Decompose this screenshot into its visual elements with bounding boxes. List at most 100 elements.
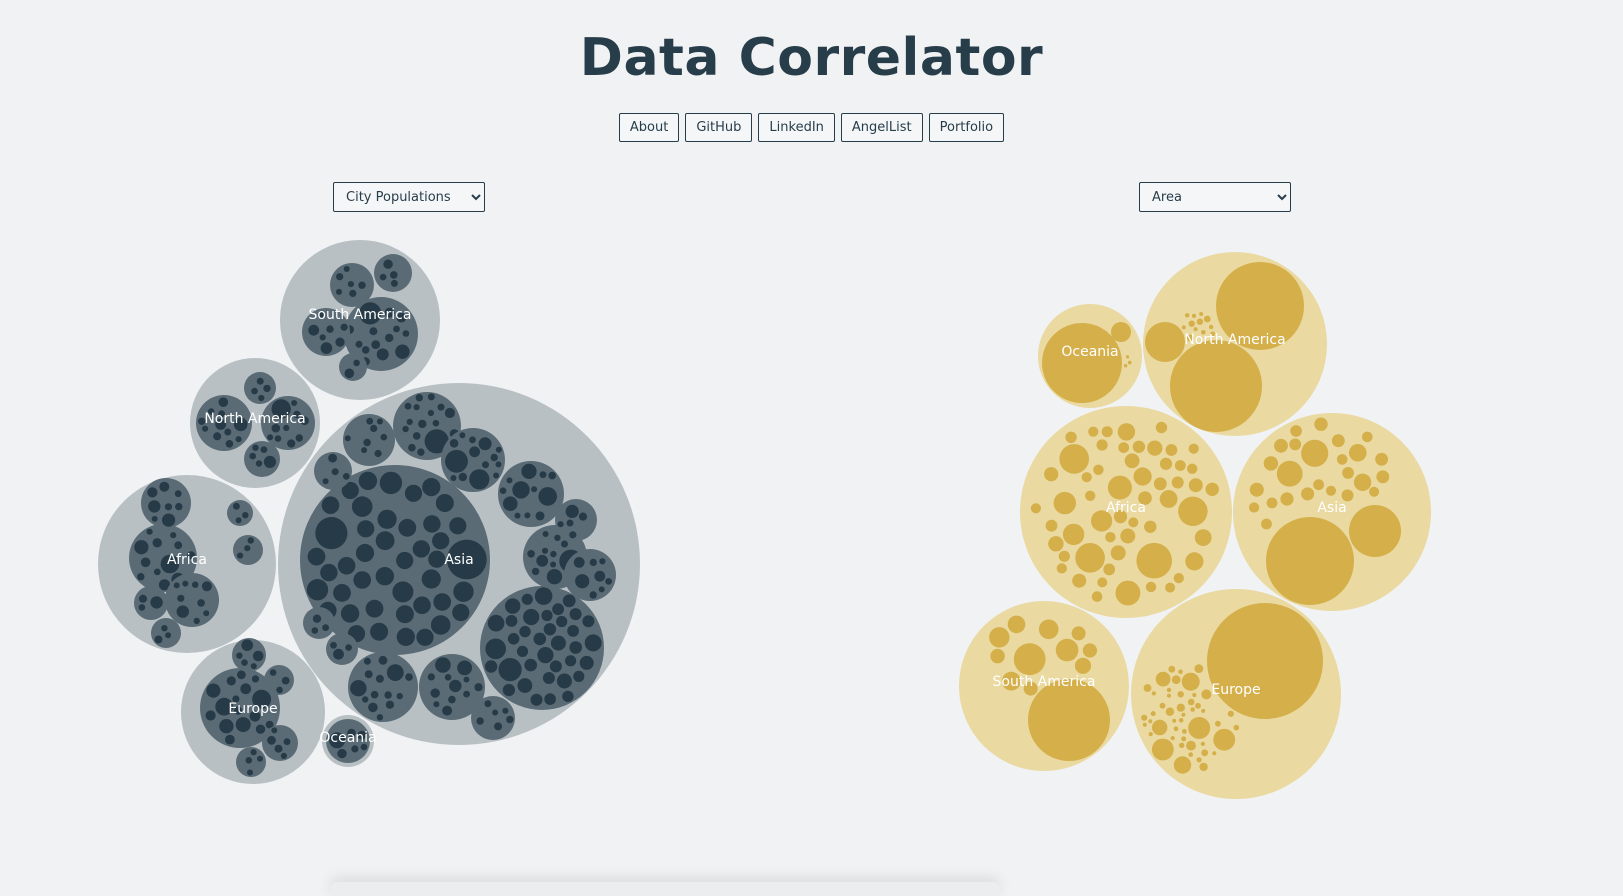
pop-city-bubble bbox=[375, 567, 394, 586]
pop-city-bubble bbox=[340, 604, 360, 623]
pop-city-bubble bbox=[565, 655, 577, 667]
nav-bar: About GitHub LinkedIn AngelList Portfoli… bbox=[0, 113, 1623, 142]
pop-city-bubble bbox=[281, 676, 290, 685]
area-group-europe[interactable] bbox=[1131, 589, 1341, 799]
area-country-bubble bbox=[1132, 440, 1146, 453]
pop-city-bubble bbox=[336, 288, 342, 295]
pop-cluster-north-america bbox=[244, 441, 280, 477]
left-bubble-chart: Asia Africa Europe North America South Ameri… bbox=[98, 240, 640, 784]
area-country-bubble bbox=[1188, 443, 1199, 454]
pop-city-bubble bbox=[524, 658, 537, 672]
pop-city-bubble bbox=[251, 387, 258, 395]
area-country-bubble bbox=[1167, 693, 1171, 698]
pop-city-bubble bbox=[435, 657, 451, 673]
area-country-bubble bbox=[1362, 431, 1373, 443]
pop-cluster-asia bbox=[471, 696, 515, 740]
pop-city-bubble bbox=[584, 634, 602, 652]
pop-group-oceania[interactable] bbox=[322, 715, 374, 767]
area-country-bubble bbox=[1150, 711, 1156, 717]
pop-group-south-america[interactable] bbox=[280, 240, 440, 400]
about-button[interactable]: About bbox=[618, 113, 680, 142]
area-group-asia[interactable] bbox=[1233, 413, 1431, 611]
pop-city-bubble bbox=[320, 563, 338, 582]
pop-bubble-north-america[interactable] bbox=[190, 358, 320, 488]
area-country-bubble bbox=[1341, 489, 1354, 502]
area-group-north-america[interactable] bbox=[1143, 252, 1327, 436]
pop-group-europe[interactable] bbox=[181, 638, 325, 784]
area-country-bubble bbox=[1093, 464, 1104, 475]
pop-label-south-america: South America bbox=[309, 307, 412, 323]
linkedin-button[interactable]: LinkedIn bbox=[758, 113, 835, 142]
pop-city-bubble bbox=[575, 574, 590, 589]
pop-city-bubble bbox=[502, 707, 509, 714]
pop-city-bubble bbox=[384, 691, 392, 699]
area-country-bubble bbox=[1213, 728, 1236, 751]
github-button[interactable]: GitHub bbox=[685, 113, 753, 142]
area-country-bubble bbox=[1045, 519, 1058, 532]
pop-city-bubble bbox=[150, 596, 163, 609]
pop-city-bubble bbox=[530, 693, 543, 706]
pop-city-bubble bbox=[413, 596, 431, 615]
area-country-bubble bbox=[1159, 490, 1178, 508]
pop-city-bubble bbox=[519, 625, 531, 638]
area-country-bubble bbox=[1177, 691, 1184, 698]
area-country-bubble bbox=[1331, 434, 1345, 448]
right-dataset-select[interactable]: Area bbox=[1139, 182, 1291, 212]
portfolio-button[interactable]: Portfolio bbox=[928, 113, 1005, 142]
pop-city-bubble bbox=[376, 714, 384, 721]
area-country-bubble bbox=[1071, 626, 1086, 641]
pop-city-bubble bbox=[187, 551, 196, 560]
pop-city-bubble bbox=[205, 710, 216, 721]
area-country-bubble bbox=[1187, 698, 1195, 706]
area-country-bubble bbox=[1172, 718, 1177, 723]
area-country-bubble bbox=[1173, 573, 1184, 584]
pop-city-bubble bbox=[343, 266, 350, 272]
pop-city-bubble bbox=[402, 330, 410, 337]
pop-city-bubble bbox=[151, 515, 158, 522]
area-country-bubble bbox=[1276, 460, 1303, 487]
pop-city-bubble bbox=[170, 532, 177, 539]
area-country-bubble bbox=[1062, 523, 1085, 546]
pop-group-africa[interactable] bbox=[98, 475, 276, 653]
pop-group-asia[interactable] bbox=[278, 383, 640, 745]
pop-city-bubble bbox=[330, 641, 337, 649]
pop-city-bubble bbox=[549, 660, 562, 673]
area-group-oceania[interactable] bbox=[1038, 304, 1142, 408]
pop-city-bubble bbox=[605, 578, 612, 585]
pop-city-bubble bbox=[550, 635, 566, 651]
pop-city-bubble bbox=[335, 337, 345, 347]
area-country-bubble bbox=[1151, 691, 1156, 696]
area-country-bubble bbox=[1173, 756, 1192, 774]
pop-city-bubble bbox=[521, 463, 537, 479]
area-country-bubble bbox=[1044, 467, 1059, 482]
pop-city-bubble bbox=[423, 515, 441, 533]
pop-city-bubble bbox=[385, 333, 394, 343]
area-country-bubble bbox=[1185, 313, 1190, 318]
pop-city-bubble bbox=[252, 444, 259, 451]
pop-city-bubble bbox=[445, 449, 468, 473]
pop-city-bubble bbox=[232, 695, 240, 703]
area-country-bubble bbox=[1290, 425, 1302, 437]
pop-city-bubble bbox=[340, 323, 348, 331]
area-country-bubble bbox=[1216, 262, 1304, 350]
area-country-bubble bbox=[1166, 687, 1172, 693]
area-group-south-america[interactable] bbox=[959, 601, 1129, 771]
area-country-bubble bbox=[1165, 582, 1176, 593]
area-country-bubble bbox=[1001, 671, 1021, 691]
area-country-bubble bbox=[1123, 364, 1128, 368]
pop-city-bubble bbox=[153, 568, 161, 576]
pop-city-bubble bbox=[375, 674, 384, 683]
area-group-africa[interactable] bbox=[1020, 406, 1232, 618]
pop-group-north-america[interactable] bbox=[190, 358, 320, 488]
left-dataset-select[interactable]: City Populations bbox=[333, 182, 485, 212]
pop-city-bubble bbox=[398, 518, 417, 537]
pop-city-bubble bbox=[495, 446, 502, 453]
pop-city-bubble bbox=[396, 692, 403, 700]
pop-city-bubble bbox=[355, 543, 375, 563]
pop-city-bubble bbox=[569, 608, 582, 621]
pop-city-bubble bbox=[427, 393, 435, 401]
pop-city-bubble bbox=[573, 670, 585, 683]
pop-city-bubble bbox=[366, 417, 374, 425]
area-country-bubble bbox=[1141, 714, 1148, 721]
angellist-button[interactable]: AngelList bbox=[840, 113, 923, 142]
